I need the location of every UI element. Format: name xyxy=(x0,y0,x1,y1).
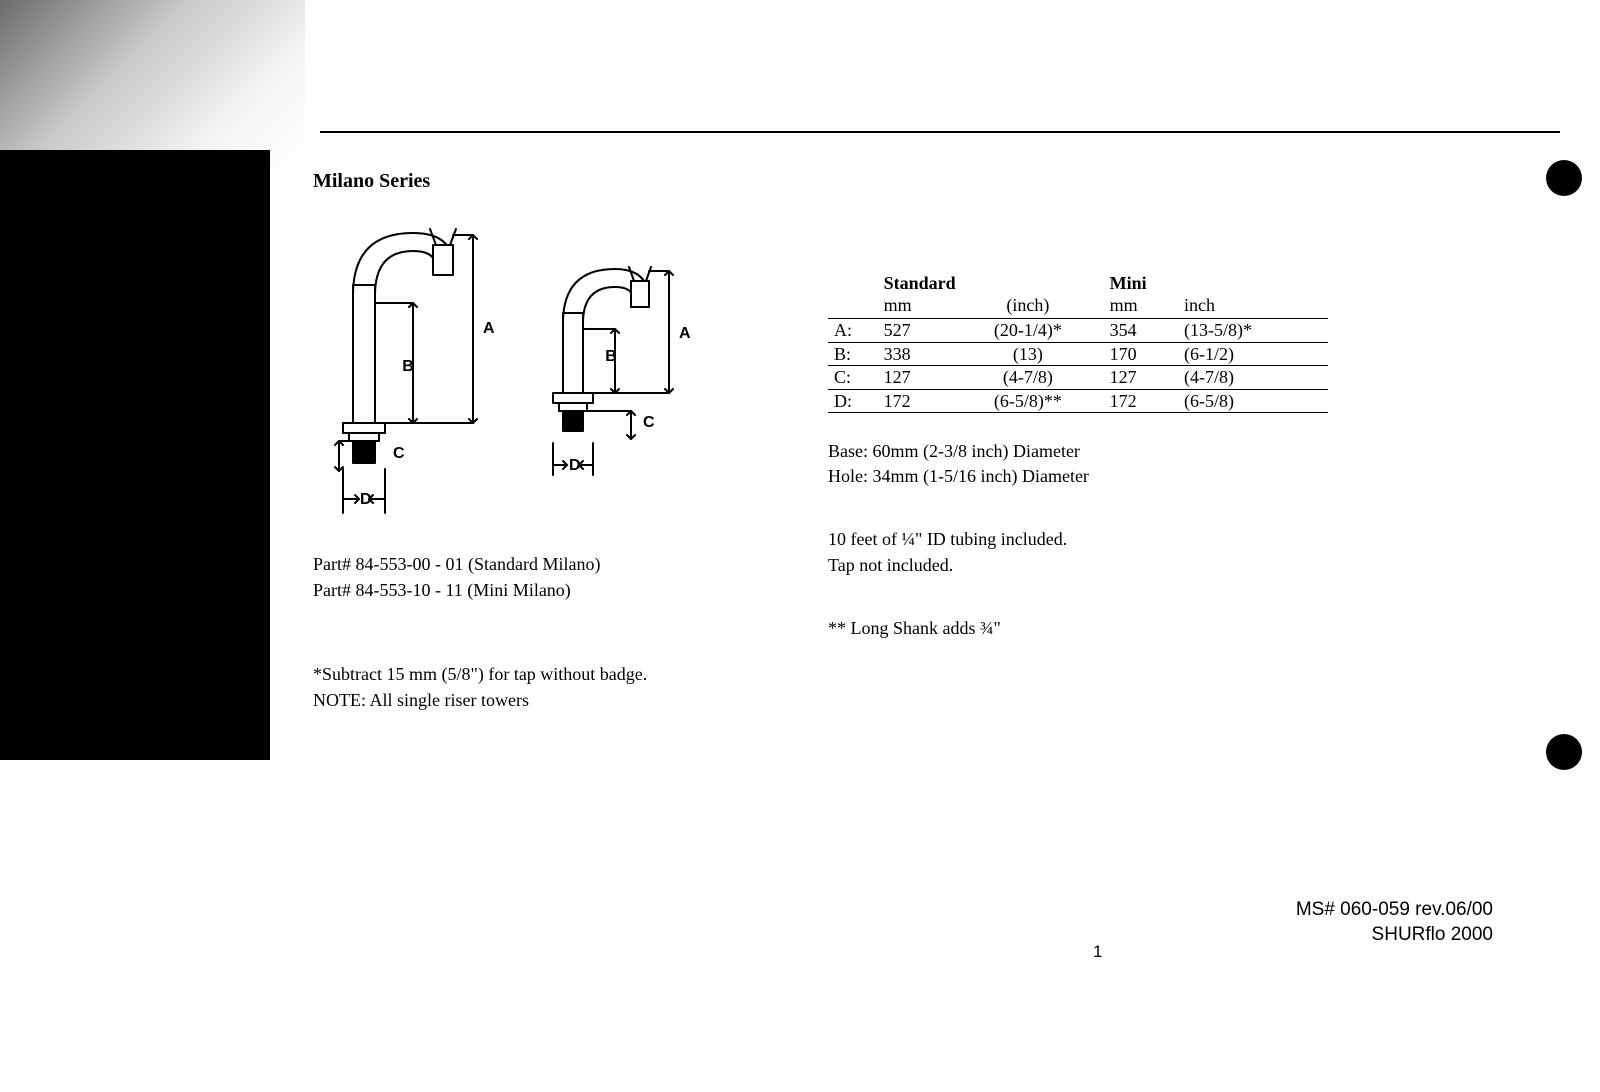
dim-label-a: A xyxy=(679,325,691,342)
note-tubing: 10 feet of ¼" ID tubing included. xyxy=(828,527,1328,552)
note-hole: Hole: 34mm (1-5/16 inch) Diameter xyxy=(828,464,1328,489)
main-row: A B C D A B C D Part# 84-553-00 - 01 (St… xyxy=(313,223,1563,713)
footer-ms: MS# 060-059 rev.06/00 xyxy=(1296,898,1493,923)
scan-artifact-top xyxy=(0,0,305,170)
series-title: Milano Series xyxy=(313,170,1563,193)
part-numbers: Part# 84-553-00 - 01 (Standard Milano) P… xyxy=(313,551,733,603)
part-line-mini: Part# 84-553-10 - 11 (Mini Milano) xyxy=(313,577,733,603)
footnote-subtract: *Subtract 15 mm (5/8") for tap without b… xyxy=(313,661,733,687)
unit-mm: mm xyxy=(878,295,952,319)
footnote-block: *Subtract 15 mm (5/8") for tap without b… xyxy=(313,661,733,713)
table-row: D: 172 (6-5/8)** 172 (6-5/8) xyxy=(828,389,1328,413)
col-group-mini: Mini xyxy=(1104,273,1328,295)
notes-block: Base: 60mm (2-3/8 inch) Diameter Hole: 3… xyxy=(828,439,1328,641)
table-row: A: 527 (20-1/4)* 354 (13-5/8)* xyxy=(828,319,1328,343)
unit-inch: (inch) xyxy=(952,295,1104,319)
part-line-standard: Part# 84-553-00 - 01 (Standard Milano) xyxy=(313,551,733,577)
footer-brand: SHURflo 2000 xyxy=(1296,923,1493,948)
dim-label-d: D xyxy=(569,457,581,474)
table-row: C: 127 (4-7/8) 127 (4-7/8) xyxy=(828,366,1328,390)
table-header-groups: Standard Mini xyxy=(828,273,1328,295)
dim-label-b: B xyxy=(402,358,414,375)
top-rule xyxy=(320,131,1560,133)
dim-label-c: C xyxy=(643,414,655,431)
footnote-note: NOTE: All single riser towers xyxy=(313,687,733,713)
footer-block: MS# 060-059 rev.06/00 SHURflo 2000 xyxy=(1296,898,1493,947)
note-base: Base: 60mm (2-3/8 inch) Diameter xyxy=(828,439,1328,464)
diagram-block: A B C D A B C D Part# 84-553-00 - 01 (St… xyxy=(313,223,733,713)
page-content: Milano Series xyxy=(313,170,1563,713)
note-shank: ** Long Shank adds ¾" xyxy=(828,616,1328,641)
page-number: 1 xyxy=(1093,942,1102,962)
dimension-table: Standard Mini mm (inch) mm inch A: 527 (… xyxy=(828,273,1328,413)
unit-inch: inch xyxy=(1178,295,1328,319)
dim-label-c: C xyxy=(393,445,405,462)
note-tap: Tap not included. xyxy=(828,553,1328,578)
table-row: B: 338 (13) 170 (6-1/2) xyxy=(828,342,1328,366)
unit-mm: mm xyxy=(1104,295,1178,319)
dim-label-d: D xyxy=(360,491,372,508)
dim-label-b: B xyxy=(605,348,617,365)
milano-diagram: A B C D A B C D xyxy=(313,223,713,533)
punch-hole-icon xyxy=(1546,734,1582,770)
table-header-units: mm (inch) mm inch xyxy=(828,295,1328,319)
scan-artifact-left xyxy=(0,150,270,760)
col-group-standard: Standard xyxy=(878,273,1104,295)
table-and-notes: Standard Mini mm (inch) mm inch A: 527 (… xyxy=(828,223,1328,641)
dim-label-a: A xyxy=(483,320,495,337)
